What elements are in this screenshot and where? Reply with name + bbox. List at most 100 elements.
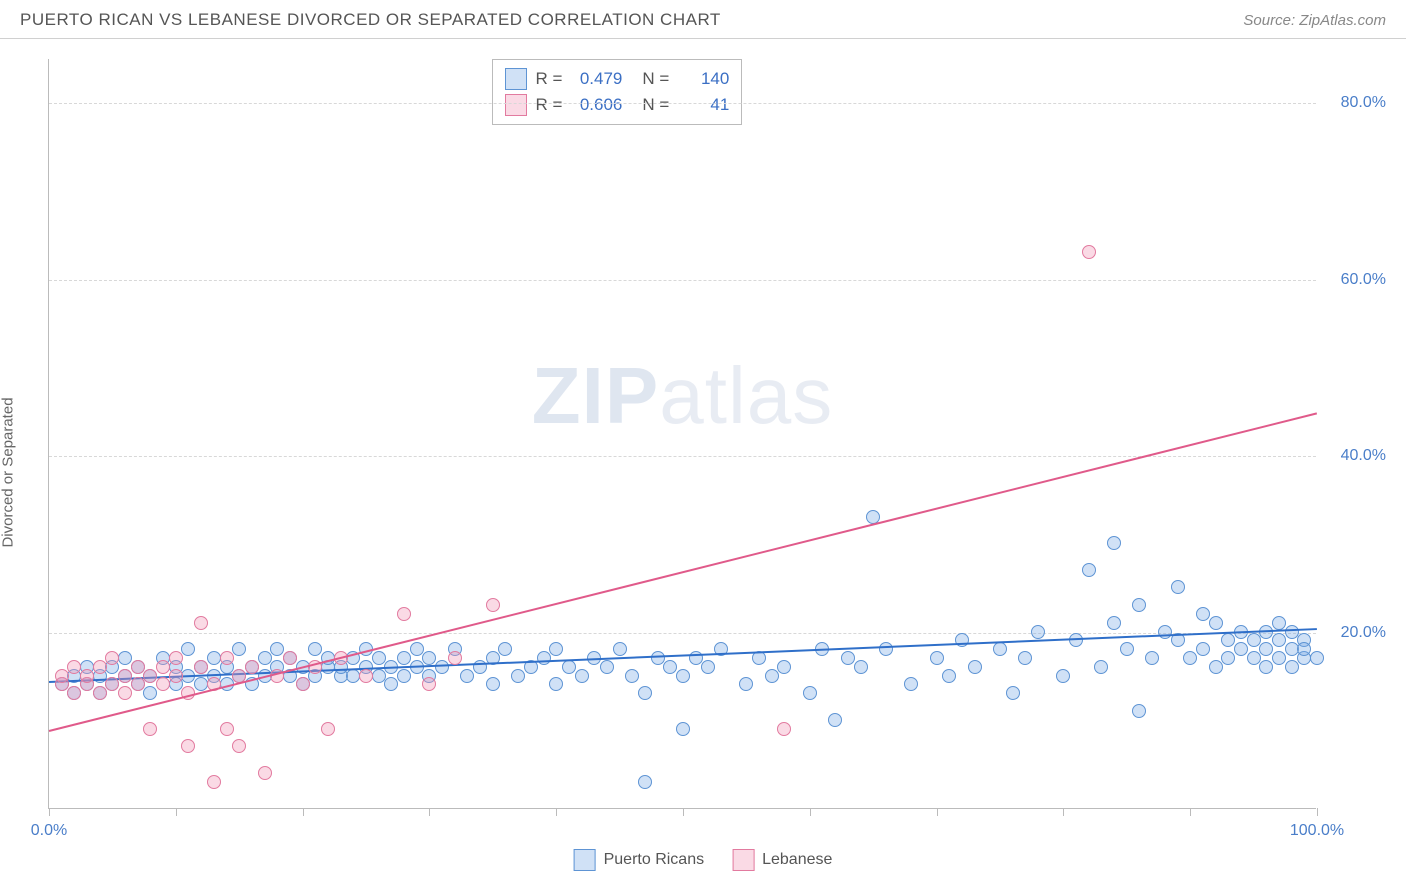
data-point [854,660,868,674]
data-point [1082,563,1096,577]
data-point [194,616,208,630]
data-point [701,660,715,674]
stats-row: R =0.606N =41 [505,92,729,118]
data-point [435,660,449,674]
data-point [169,669,183,683]
data-point [968,660,982,674]
data-point [879,642,893,656]
data-point [955,633,969,647]
data-point [1183,651,1197,665]
data-point [397,607,411,621]
data-point [1247,633,1261,647]
x-tick [1190,808,1191,816]
data-point [372,669,386,683]
x-tick [556,808,557,816]
data-point [156,660,170,674]
data-point [1031,625,1045,639]
gridline [49,633,1316,634]
source-name: ZipAtlas.com [1299,12,1386,29]
x-tick [810,808,811,816]
data-point [676,722,690,736]
data-point [1247,651,1261,665]
data-point [1196,642,1210,656]
data-point [232,739,246,753]
data-point [1272,651,1286,665]
n-label: N = [642,69,669,89]
data-point [739,677,753,691]
trend-line [49,412,1317,732]
data-point [777,722,791,736]
watermark-zip: ZIP [532,351,659,440]
data-point [549,677,563,691]
data-point [1272,616,1286,630]
data-point [562,660,576,674]
correlation-stats-box: R =0.479N =140R =0.606N =41 [492,59,742,125]
y-tick-label: 60.0% [1341,271,1386,289]
data-point [143,722,157,736]
x-tick [303,808,304,816]
source-prefix: Source: [1243,12,1299,29]
data-point [613,642,627,656]
data-point [549,642,563,656]
data-point [651,651,665,665]
data-point [1259,642,1273,656]
r-value: 0.606 [570,95,622,115]
data-point [575,669,589,683]
data-point [181,739,195,753]
gridline [49,280,1316,281]
data-point [1018,651,1032,665]
data-point [359,669,373,683]
data-point [131,677,145,691]
x-tick [1317,808,1318,816]
legend-label: Puerto Ricans [604,851,705,869]
data-point [765,669,779,683]
data-point [1297,642,1311,656]
data-point [486,598,500,612]
y-tick-label: 40.0% [1341,447,1386,465]
legend-label: Lebanese [762,851,832,869]
data-point [156,677,170,691]
data-point [1310,651,1324,665]
data-point [448,651,462,665]
x-tick [176,808,177,816]
watermark-atlas: atlas [659,351,833,440]
data-point [93,660,107,674]
data-point [105,677,119,691]
data-point [67,660,81,674]
data-point [105,651,119,665]
data-point [143,669,157,683]
data-point [1221,633,1235,647]
data-point [220,651,234,665]
data-point [143,686,157,700]
data-point [220,722,234,736]
data-point [942,669,956,683]
data-point [118,686,132,700]
n-value: 41 [677,95,729,115]
data-point [1234,642,1248,656]
data-point [80,669,94,683]
x-tick-label: 100.0% [1290,822,1344,840]
data-point [169,651,183,665]
data-point [1209,616,1223,630]
data-point [1056,669,1070,683]
legend: Puerto Ricans Lebanese [574,849,833,871]
data-point [638,775,652,789]
x-tick [49,808,50,816]
x-tick [1063,808,1064,816]
data-point [384,677,398,691]
y-axis-label: Divorced or Separated [0,397,17,547]
data-point [1259,660,1273,674]
data-point [777,660,791,674]
data-point [1006,686,1020,700]
data-point [1209,660,1223,674]
data-point [372,651,386,665]
data-point [118,651,132,665]
legend-swatch [732,849,754,871]
n-value: 140 [677,69,729,89]
data-point [930,651,944,665]
data-point [308,642,322,656]
data-point [207,775,221,789]
data-point [1285,625,1299,639]
x-tick-label: 0.0% [31,822,67,840]
data-point [232,642,246,656]
